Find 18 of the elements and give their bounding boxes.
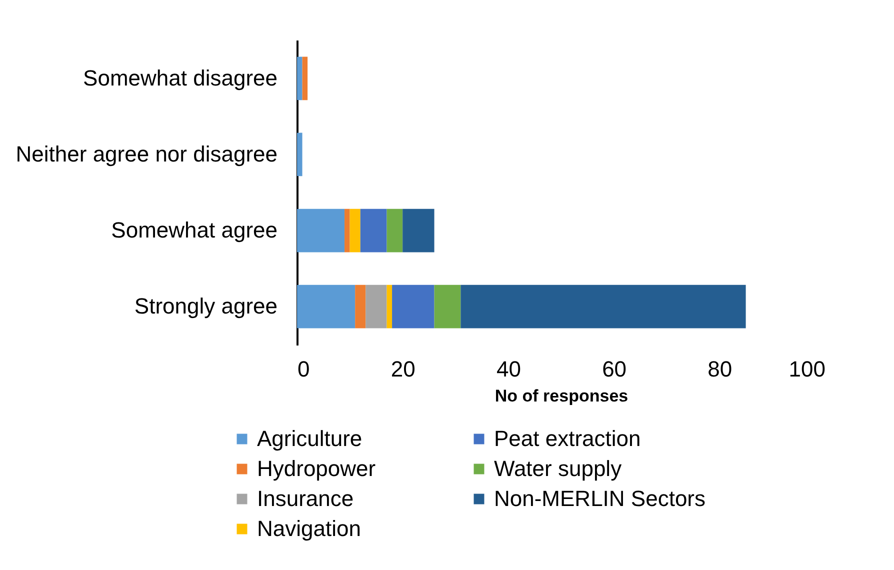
legend-label: Peat extraction xyxy=(494,426,641,451)
x-tick-label: 20 xyxy=(390,356,416,382)
legend-label: Hydropower xyxy=(257,456,376,481)
y-tick-label: Strongly agree xyxy=(134,294,278,319)
x-tick-label: 100 xyxy=(788,356,826,382)
legend-label: Navigation xyxy=(257,516,361,541)
legend-label: Water supply xyxy=(494,456,622,481)
x-tick-label: 0 xyxy=(298,356,310,382)
x-tick-label: 60 xyxy=(602,356,627,382)
legend-label: Non-MERLIN Sectors xyxy=(494,486,706,511)
x-tick-label: 40 xyxy=(496,356,521,382)
x-axis-title: No of responses xyxy=(494,386,628,406)
legend-label: Insurance xyxy=(257,486,354,511)
x-tick-label: 80 xyxy=(708,356,732,382)
y-tick-label: Somewhat disagree xyxy=(83,65,278,90)
y-tick-label: Somewhat agree xyxy=(111,218,278,243)
y-tick-label: Neither agree nor disagree xyxy=(16,141,278,166)
legend-label: Agriculture xyxy=(257,426,362,451)
